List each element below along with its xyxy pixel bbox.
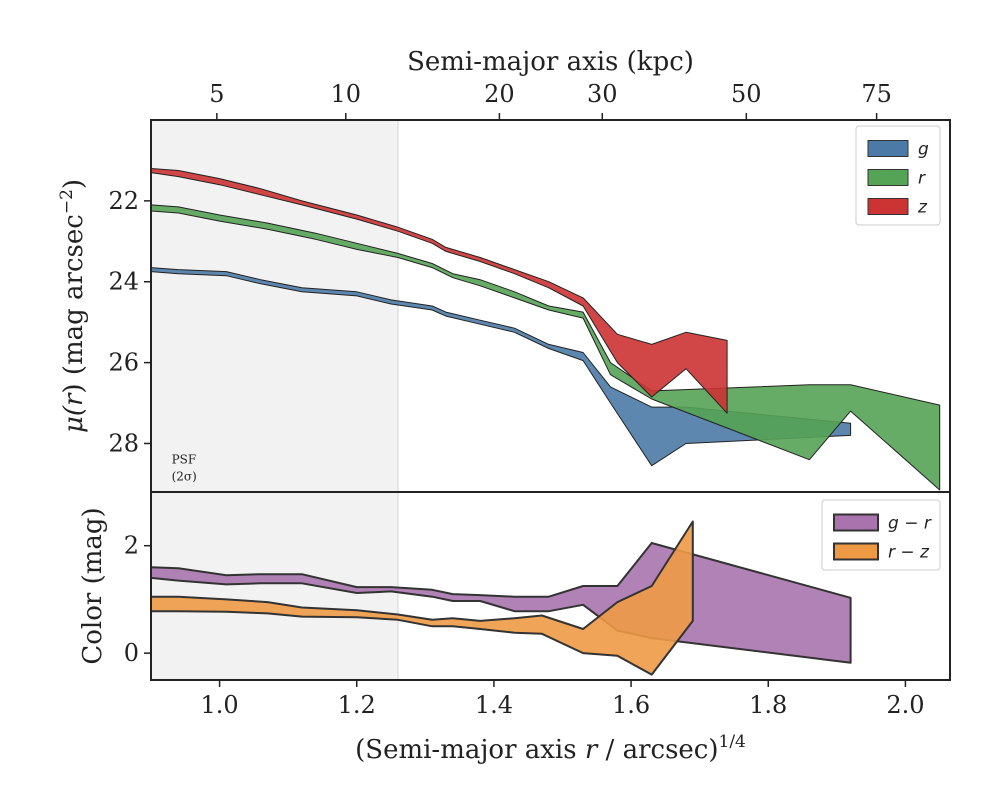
band-legend-label: g xyxy=(918,140,929,160)
bottom-panel-frame xyxy=(150,491,951,681)
color-legend-swatch xyxy=(833,513,879,532)
color-y-tick-label: 0 xyxy=(124,639,139,667)
band-legend-label: z xyxy=(917,198,928,218)
x-top-axis-title: Semi-major axis (kpc) xyxy=(407,47,694,77)
x-tick-label: 1.6 xyxy=(612,691,650,719)
x-tick-label: 1.2 xyxy=(338,691,376,719)
psf-sigma-label: (2σ) xyxy=(172,470,197,484)
series-r-z-band xyxy=(150,520,694,676)
x-top-tick-label: 20 xyxy=(484,80,515,108)
x-tick-label: 1.4 xyxy=(475,691,513,719)
series-r-band xyxy=(150,204,941,491)
x-top-tick-label: 50 xyxy=(731,80,762,108)
color-y-axis-title: Color (mag) xyxy=(78,507,108,664)
x-top-tick-label: 10 xyxy=(331,80,362,108)
x-tick-label: 1.8 xyxy=(749,691,787,719)
x-top-tick-label: 5 xyxy=(209,80,224,108)
band-legend-swatch xyxy=(867,198,909,215)
y-tick-label: 28 xyxy=(108,429,139,457)
series-g-band xyxy=(150,267,852,467)
psf-label: PSF xyxy=(172,453,197,467)
psf-region xyxy=(151,120,398,680)
color-legend-label: r − z xyxy=(888,543,930,563)
x-top-tick-label: 75 xyxy=(861,80,892,108)
band-legend-swatch xyxy=(867,169,909,186)
color-legend-swatch xyxy=(833,542,879,561)
color-legend-label: g − r xyxy=(888,514,932,534)
x-axis-title: (Semi-major axis r / arcsec)1/4 xyxy=(355,732,746,765)
series-z-band xyxy=(150,168,728,414)
y-tick-label: 26 xyxy=(108,349,139,377)
y-axis-title: μ(r) (mag arcsec−2) xyxy=(57,179,89,433)
y-tick-label: 24 xyxy=(108,268,139,296)
band-legend-swatch xyxy=(867,140,909,157)
x-top-tick-label: 30 xyxy=(587,80,618,108)
y-tick-label: 22 xyxy=(108,187,139,215)
x-tick-label: 2.0 xyxy=(886,691,924,719)
band-legend-label: r xyxy=(918,169,926,189)
color-panel: 0 2 Color (mag) 1.0 1.2 1.4 1.6 1.8 2.0 (Semi-maj… xyxy=(78,491,951,765)
x-tick-label: 1.0 xyxy=(200,691,238,719)
color-y-tick-label: 2 xyxy=(124,532,139,560)
